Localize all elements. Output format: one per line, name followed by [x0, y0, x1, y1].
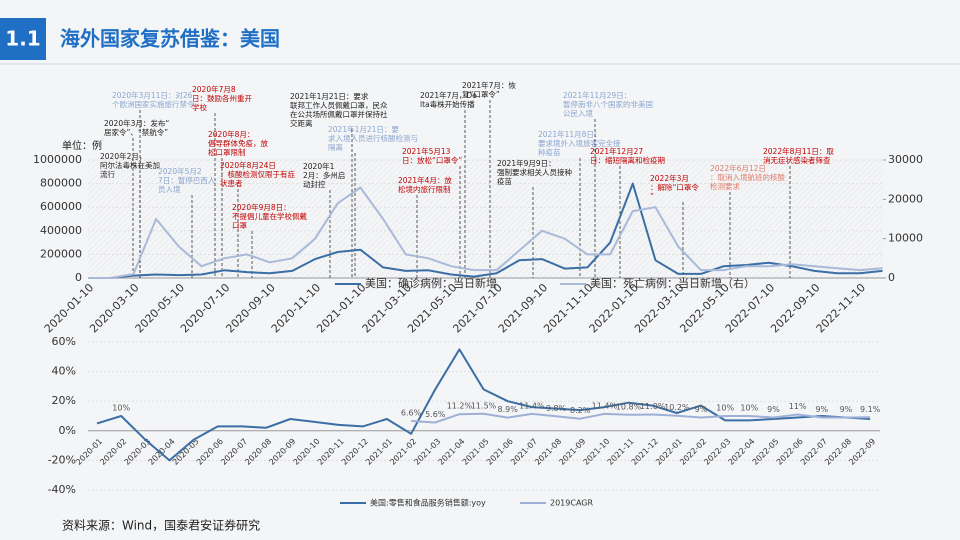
data-label: 10% [716, 404, 734, 413]
data-label: 9% [767, 405, 780, 414]
legend-label: 美国：确诊病例：当日新增 [365, 276, 497, 290]
annotation: 2021年5月13 日：放松“口罩令” [402, 146, 462, 165]
annotation: 2020年3月11日：对26 个欧洲国家实施旅行禁令 [112, 90, 195, 109]
legend-label: 美国:零售和食品服务销售额:yoy [370, 498, 486, 508]
y-tick-label: 400000 [40, 224, 82, 237]
x-tick-label: 2022-09 [847, 437, 877, 467]
data-label: 11.2% [447, 402, 473, 411]
annotation: 2021年9月9日：强制要求相关人员接种疫苗 [497, 158, 572, 186]
data-label: 11% [789, 402, 807, 411]
y-tick-label: -40% [48, 483, 76, 496]
y-tick-label: 60% [52, 335, 76, 348]
data-label: 11.4% [592, 401, 618, 410]
data-label: 9.1% [860, 405, 881, 414]
series-line [88, 186, 883, 279]
annotation: 2021年11月29日：暂停南非八个国家的非美国公民入境 [563, 90, 653, 118]
data-label: 5.6% [425, 410, 446, 419]
y-tick-label: 200000 [40, 247, 82, 260]
y-tick-label: 600000 [40, 200, 82, 213]
annotation: 2020年8月24日：核酸检测仅限于有症状患者 [220, 160, 295, 188]
legend-label: 2019CAGR [550, 499, 593, 508]
annotation: 2021年1月21日：要求联邦工作人员佩戴口罩，民众在公共场所佩戴口罩并保持社交… [290, 91, 388, 128]
data-label: 9% [840, 405, 853, 414]
header-number: 1.1 [5, 27, 40, 51]
data-label: 8.2% [570, 406, 591, 415]
annotation: 2020年8月：倡导群体免疫，放松口罩限制 [208, 129, 268, 157]
y2-tick-label: 30000 [888, 153, 923, 166]
series-line [88, 182, 883, 279]
annotation: 2020年5月2 7日：暂停巴西人员入境 [158, 166, 216, 194]
data-label: 8.9% [498, 405, 519, 414]
data-label: 11.5% [471, 401, 497, 410]
annotation: 2020年3月：发布“居家令”、“禁航令” [104, 118, 169, 137]
annotation: 2021年7月：恢复“口罩令” [462, 80, 516, 99]
header-badge [0, 18, 46, 60]
annotation: 2021年7月，De lta毒株开始传播 [420, 90, 477, 109]
annotation: 2022年3月：解除“口罩令” [650, 173, 699, 201]
series-line [96, 348, 871, 462]
annotation: 2021年4月：放松境内旅行限制 [398, 175, 452, 194]
annotation: 2020年2月，阿尔法毒株在美加流行 [100, 151, 160, 179]
annotation: 2020年7月8 日：鼓励各州重开学校 [192, 84, 252, 112]
y-tick-label: 40% [52, 365, 76, 378]
series-line [411, 412, 871, 424]
data-label: 9.8% [546, 404, 567, 413]
x-tick-label: 2022-11-10 [814, 281, 868, 335]
annotation: 2021年1月21日：要求入境人员进行核酸检测与隔离 [328, 124, 418, 152]
y-tick-label: 1000000 [33, 153, 82, 166]
data-label: 11.4% [519, 401, 545, 410]
annotation: 2021年12月27 日：缩短隔离和检疫期 [590, 146, 665, 165]
legend-label: 美国：死亡病例：当日新增（右） [590, 276, 755, 290]
y2-tick-label: 20000 [888, 192, 923, 205]
data-label: 10% [112, 404, 130, 413]
data-label: 9% [695, 405, 708, 414]
annotation: 2021年11月8日：要求境外入境旅客完全接种疫苗 [538, 129, 621, 157]
y-tick-label: -20% [48, 453, 76, 466]
plot-background [88, 160, 883, 278]
source-note: 资料来源：Wind，国泰君安证券研究 [62, 518, 260, 533]
y2-tick-label: 10000 [888, 232, 923, 245]
annotation: 2022年6月12日：取消入境航班的核酸检测要求 [710, 163, 785, 191]
y-axis-label: 单位：例 [62, 139, 102, 152]
y2-tick-label: 0 [888, 271, 895, 284]
annotation: 2020年1 2月：多州启动封控 [303, 161, 345, 189]
data-label: 9% [815, 405, 828, 414]
y-tick-label: 0% [59, 424, 76, 437]
y-tick-label: 20% [52, 394, 76, 407]
y-tick-label: 800000 [40, 177, 82, 190]
data-label: 10% [740, 404, 758, 413]
annotation: 2020年9月8日：不提倡儿童在学校佩戴口罩 [232, 202, 307, 230]
annotation: 2022年8月11日：取消无症状感染者筛查 [763, 146, 834, 165]
data-label: 10.2% [664, 403, 690, 412]
data-label: 10.8% [616, 402, 642, 411]
y-tick-label: 0 [75, 271, 82, 284]
data-label: 6.6% [401, 409, 422, 418]
data-label: 11.0% [640, 402, 666, 411]
header-title: 海外国家复苏借鉴：美国 [60, 27, 280, 51]
